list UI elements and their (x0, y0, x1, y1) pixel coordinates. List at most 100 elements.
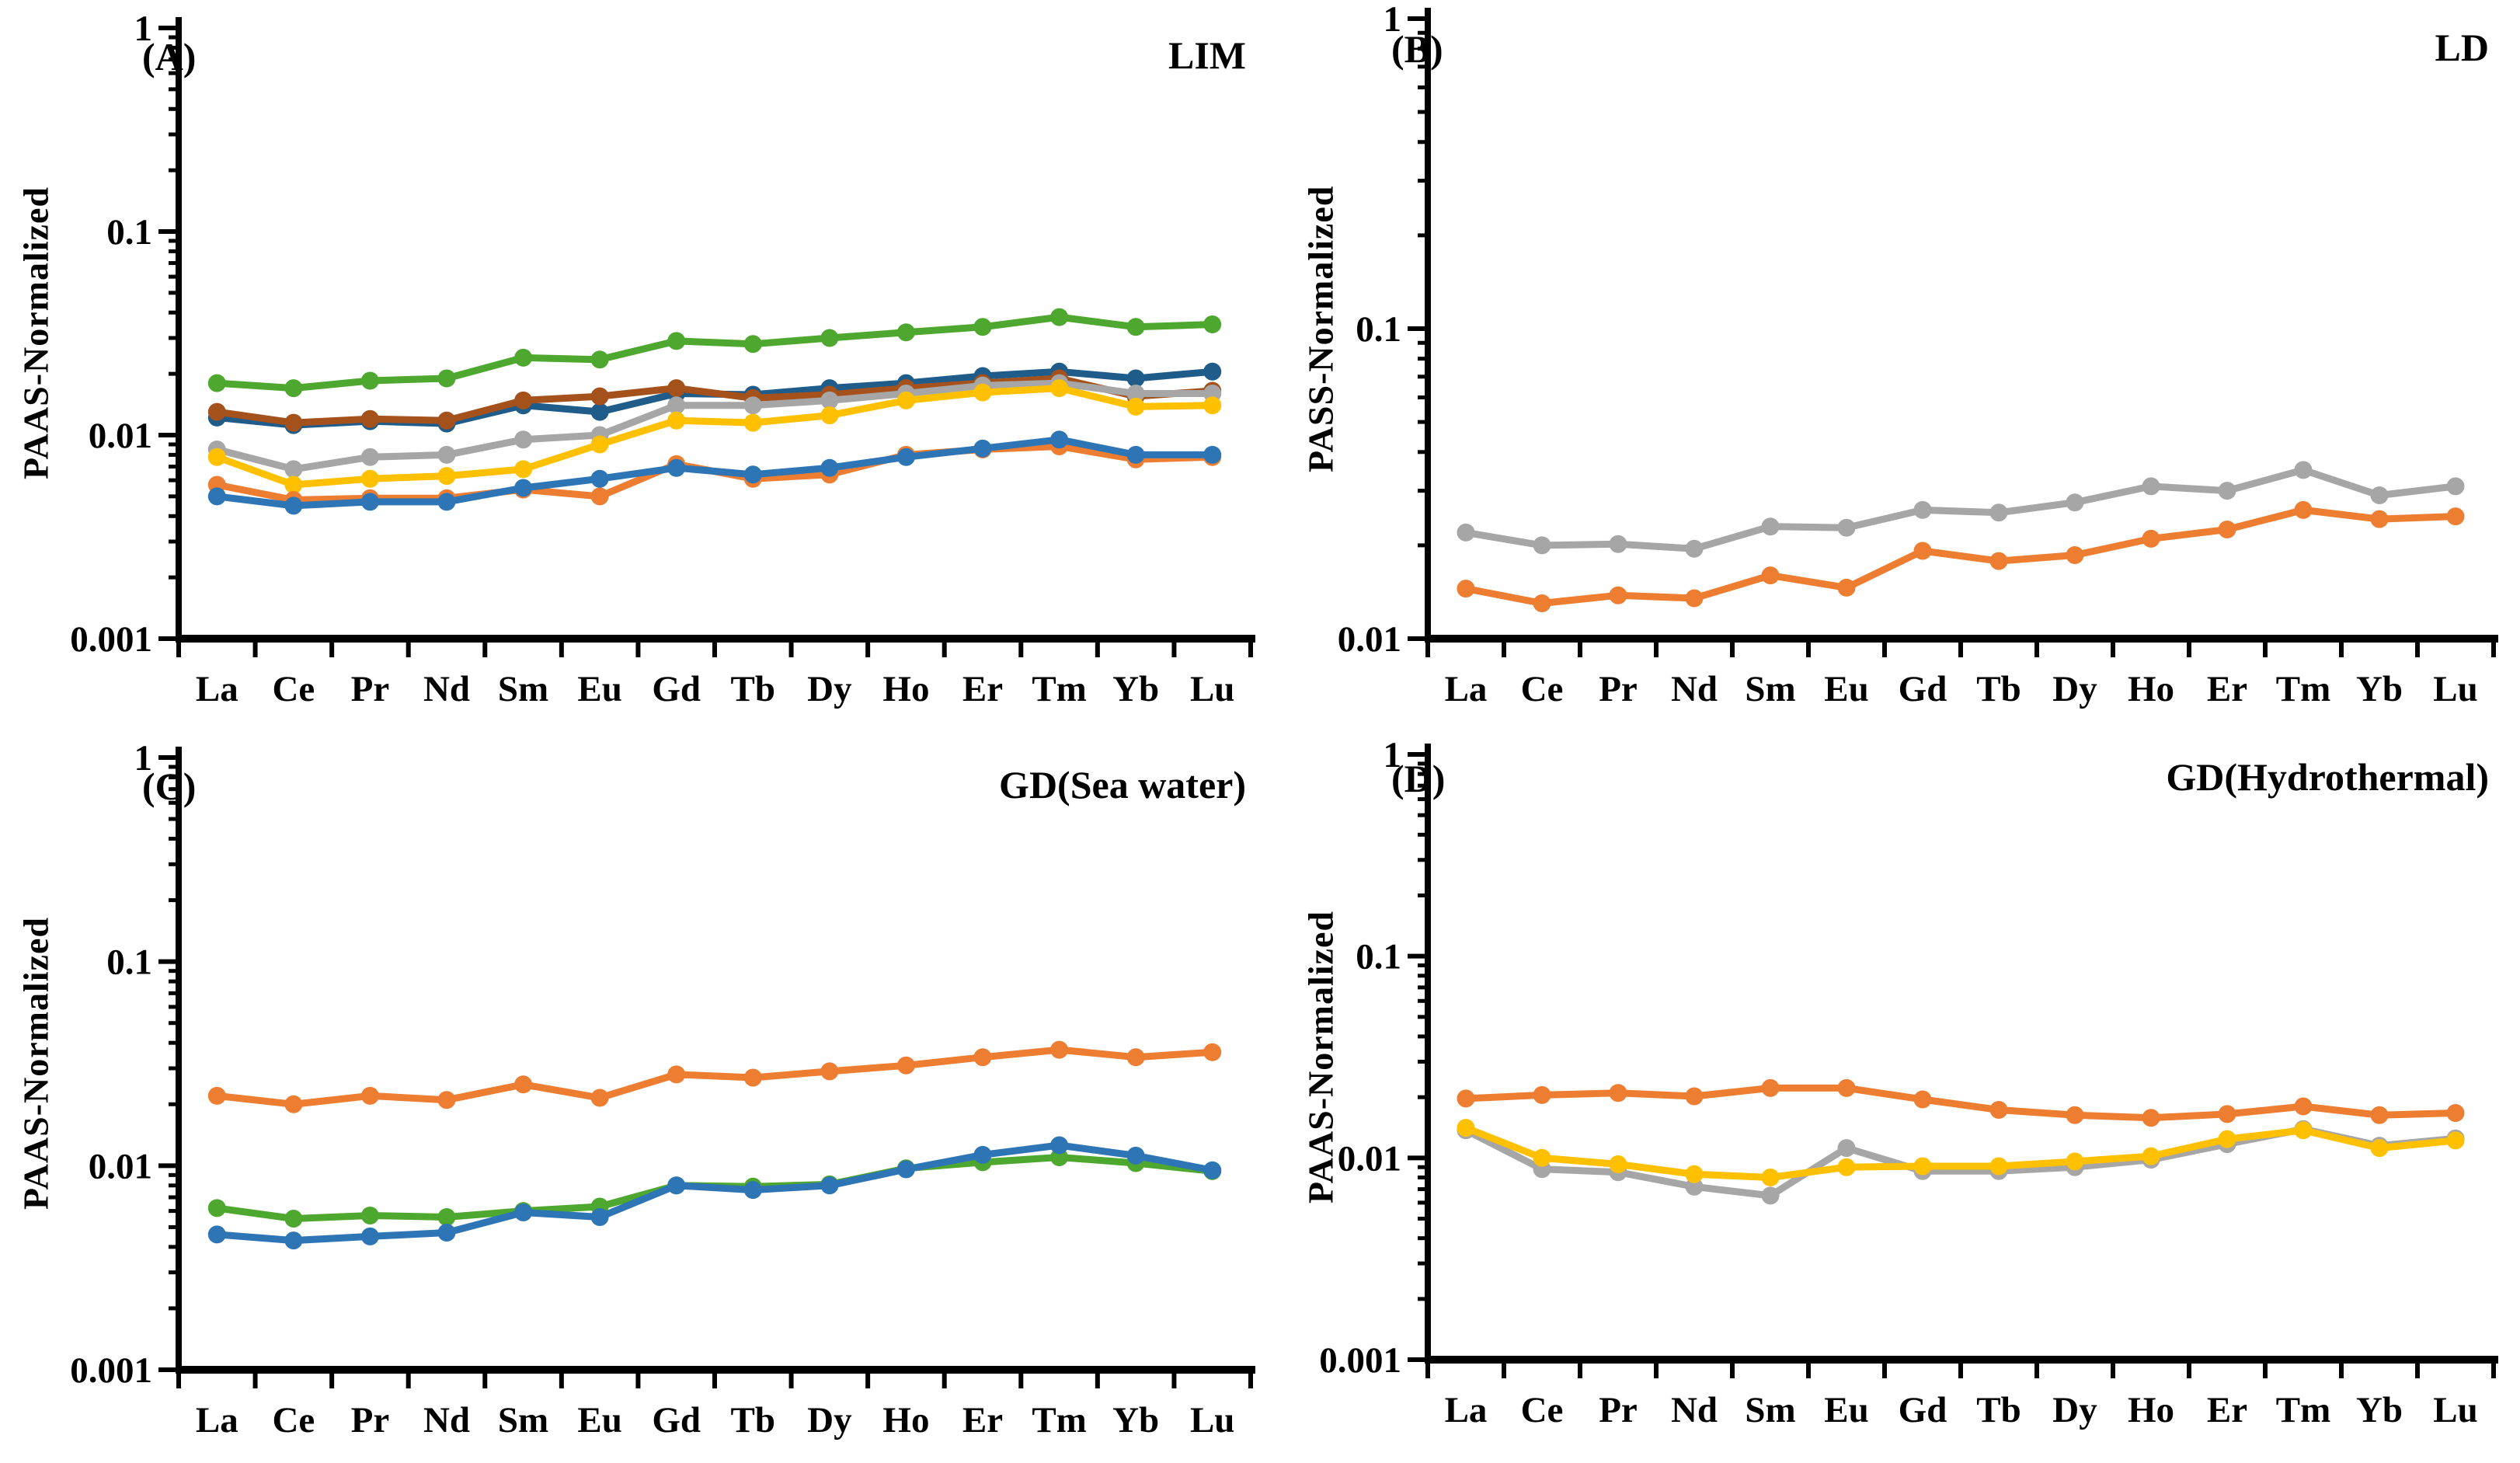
x-category-label: Dy (2052, 669, 2097, 709)
data-point-series_green (437, 369, 456, 388)
data-point-series_orange (590, 487, 609, 506)
data-point-series_blue (896, 1160, 915, 1179)
data-point-series_blue (284, 496, 303, 515)
x-category-label: Nd (423, 669, 470, 709)
x-category-label: Sm (1745, 1390, 1795, 1430)
x-category-label: Pr (351, 1400, 390, 1440)
data-point-series_blue (590, 1208, 609, 1226)
data-line-series_orange (1462, 1084, 2459, 1122)
data-point-series_blue (1203, 445, 1222, 464)
data-point-series_gold (437, 467, 456, 486)
data-point-series_orange (1609, 586, 1627, 604)
x-category-label: Pr (1599, 669, 1638, 709)
data-point-series_gold (1126, 397, 1145, 416)
data-point-series_orange (1609, 1084, 1627, 1102)
data-point-series_orange (1685, 1087, 1704, 1106)
y-tick-label: 0.1 (106, 212, 152, 253)
x-category-label: Sm (1745, 669, 1795, 709)
x-category-label: Tm (1032, 1400, 1087, 1440)
data-point-series_gold (207, 448, 226, 466)
x-category-label: Tb (1976, 669, 2021, 709)
data-point-series_blue (667, 458, 686, 477)
x-category-label: La (196, 1400, 238, 1440)
data-point-series_gold (667, 411, 686, 430)
data-point-series_brown (514, 391, 533, 409)
data-point-series_orange (1533, 1085, 1551, 1104)
x-category-label: Yb (1112, 669, 1159, 709)
data-point-series_gold (1837, 1158, 1856, 1176)
data-point-series_orange (1837, 578, 1856, 597)
data-point-series_gray (1457, 523, 1475, 542)
data-point-series_blue (514, 479, 533, 497)
x-category-label: Ho (882, 669, 929, 709)
data-point-series_green (514, 348, 533, 367)
data-point-series_gray (1913, 500, 1932, 519)
data-point-series_blue (437, 493, 456, 511)
data-point-series_orange (1761, 566, 1780, 585)
data-point-series_blue (1050, 1136, 1069, 1155)
data-point-series_brown (207, 402, 226, 421)
data-point-series_blue (667, 1176, 686, 1195)
data-point-series_orange (1913, 542, 1932, 560)
x-category-label: Gd (652, 669, 701, 709)
chart-svg-b: 1 0.1 0.01 La Ce Pr Nd Sm Eu Gd Tb Dy Ho Er Tm Yb Lu (1338, 0, 2498, 709)
data-point-series_gray (1761, 517, 1780, 536)
data-point-series_gray (820, 391, 839, 409)
chart-svg-a: 1 0.1 0.01 0.001 La Ce Pr Nd Sm Eu Gd Tb Dy Ho Er Tm Yb L… (70, 9, 1255, 709)
x-category-label: Pr (1599, 1390, 1638, 1430)
data-point-series_green (590, 350, 609, 369)
data-point-series_green (973, 318, 992, 336)
x-category-label: Tb (1976, 1390, 2021, 1430)
data-point-series_orange (284, 1095, 303, 1113)
x-category-label: Er (962, 1400, 1003, 1440)
data-point-series_orange (437, 1091, 456, 1109)
data-point-series_orange (1989, 1101, 2008, 1119)
data-point-series_gold (1050, 379, 1069, 398)
x-category-label: Eu (1824, 1390, 1869, 1430)
data-line-series_blue (213, 436, 1216, 510)
data-point-series_brown (284, 413, 303, 432)
x-category-label: Ce (1521, 1390, 1564, 1430)
data-point-series_gray (2446, 477, 2465, 496)
data-point-series_gold (1457, 1119, 1475, 1137)
data-point-series_green (743, 335, 762, 354)
data-point-series_gold (1989, 1157, 2008, 1176)
data-point-series_blue (284, 1231, 303, 1250)
x-category-label: Tb (731, 1400, 776, 1440)
x-category-label: Gd (652, 1400, 701, 1440)
x-category-label: Ce (1521, 669, 1564, 709)
data-point-series_gold (360, 469, 379, 488)
data-point-series_orange (1761, 1078, 1780, 1097)
y-tick-label: 1 (1384, 735, 1402, 775)
data-point-series_gray (2142, 477, 2160, 496)
data-point-series_gold (973, 383, 992, 402)
data-point-series_gold (2294, 1121, 2313, 1140)
data-point-series_orange (1203, 1043, 1222, 1061)
data-point-series_orange (2218, 521, 2236, 538)
data-point-series_gray (360, 448, 379, 466)
y-tick-label: 0.01 (89, 1146, 152, 1186)
x-category-label: Eu (1824, 669, 1869, 709)
chart-svg-d: 1 0.1 0.01 0.001 La Ce Pr Nd Sm Eu Gd Tb Dy Ho Er Tm Yb L… (1319, 735, 2498, 1430)
data-point-series_orange (207, 1086, 226, 1105)
data-point-series_gray (1126, 385, 1145, 402)
data-point-series_gold (1685, 1165, 1704, 1183)
data-point-series_green (1050, 308, 1069, 326)
panel-a-y-axis-label: PAAS-Normalized (16, 186, 56, 480)
data-point-series_blue (973, 1145, 992, 1164)
data-point-series_gold (1203, 396, 1222, 415)
data-point-series_orange (1837, 1078, 1856, 1097)
data-point-series_gray (514, 430, 533, 449)
data-point-series_navy (1203, 362, 1222, 381)
data-point-series_orange (2294, 500, 2313, 519)
data-point-series_green (667, 332, 686, 350)
panel-d-y-axis-label: PAAS-Normalized (1300, 911, 1341, 1203)
data-point-series_green (1203, 315, 1222, 333)
data-point-series_gold (2370, 1139, 2389, 1158)
data-point-series_orange (1457, 1089, 1475, 1108)
data-point-series_green (207, 1199, 226, 1217)
data-point-series_gray (1685, 1177, 1704, 1196)
data-point-series_orange (2446, 1104, 2465, 1122)
data-point-series_green (284, 379, 303, 398)
data-point-series_gold (2142, 1147, 2160, 1165)
